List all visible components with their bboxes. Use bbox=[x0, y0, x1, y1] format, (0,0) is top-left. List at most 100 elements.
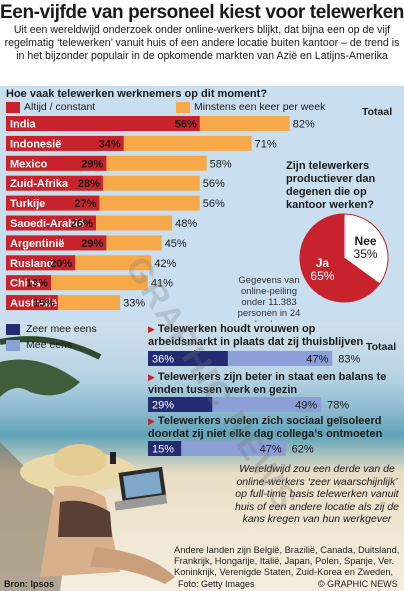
bar-always-value-5: 26% bbox=[71, 218, 93, 230]
bar-agree-1 bbox=[212, 397, 322, 412]
laptop-base bbox=[114, 494, 168, 511]
bar-always-5 bbox=[6, 215, 96, 231]
statement-2: ▶ Telewerkers zijn beter in staat een bal… bbox=[148, 371, 404, 397]
bar-strong-value-1: 29% bbox=[152, 400, 174, 412]
photo-credit: Foto: Getty Images bbox=[178, 579, 255, 589]
legend-weekly: Minstens een keer per week bbox=[176, 101, 325, 113]
bar-always-6 bbox=[6, 235, 107, 251]
bar-weekly-value-6: 45% bbox=[165, 238, 187, 250]
bar-strong-value-2: 15% bbox=[152, 444, 174, 456]
subtitle: Uit een wereldwijd onderzoek onder onlin… bbox=[4, 24, 400, 62]
bar-always-7 bbox=[6, 255, 76, 271]
bar-agree-2 bbox=[181, 441, 286, 456]
bar-always-2 bbox=[6, 155, 107, 171]
bar-weekly-value-8: 41% bbox=[151, 278, 173, 290]
pie-slice-nee bbox=[343, 213, 389, 285]
bar-always-value-3: 28% bbox=[78, 178, 100, 190]
bar-category-label-1: Indonesië bbox=[10, 138, 61, 150]
bar-always-value-1: 34% bbox=[99, 138, 121, 150]
bar-category-label-8: China bbox=[10, 278, 41, 290]
bar-weekly-value-2: 58% bbox=[210, 158, 232, 170]
legend-strong-label: Zeer mee eens bbox=[26, 323, 97, 335]
hat-crown bbox=[54, 444, 106, 476]
bar-always-0 bbox=[6, 116, 200, 131]
pie-value-nee: 35% bbox=[354, 247, 378, 261]
bar-weekly-value-7: 42% bbox=[154, 258, 176, 270]
bar-strong-value-0: 36% bbox=[152, 354, 174, 366]
question-heading: Hoe vaak telewerken werknemers op dit mo… bbox=[6, 88, 268, 100]
legend-swatch-orange bbox=[176, 101, 190, 113]
bar-weekly-value-4: 56% bbox=[203, 198, 225, 210]
phone bbox=[110, 452, 116, 464]
statement-2-text: Telewerkers zijn beter in staat een bala… bbox=[148, 371, 387, 396]
bar-weekly-value-9: 33% bbox=[123, 298, 145, 310]
pie-label-nee: Nee bbox=[355, 234, 377, 248]
bar-always-value-9: 15% bbox=[33, 298, 55, 310]
bar-category-label-0: India bbox=[10, 119, 37, 131]
statement-3: ▶ Telewerkers voelen zich sociaal geïsole… bbox=[148, 415, 404, 441]
bar-strong-2 bbox=[148, 441, 182, 456]
totaal-heading-2: Totaal bbox=[366, 341, 397, 353]
triangle-icon: ▶ bbox=[148, 324, 155, 334]
legend-swatch-red bbox=[6, 101, 20, 113]
legend-swatch-darkblue bbox=[6, 323, 20, 335]
legend-always-label: Altijd / constant bbox=[24, 101, 96, 113]
legend-strong: Zeer mee eens bbox=[6, 323, 97, 335]
page-title: Een-vijfde van personeel kiest voor tele… bbox=[0, 2, 404, 23]
statement-3-text: Telewerkers voelen zich sociaal geïsolee… bbox=[148, 415, 383, 440]
bar-weekly-value-0: 82% bbox=[293, 119, 315, 131]
bar-always-value-7: 20% bbox=[50, 258, 72, 270]
bar-always-8 bbox=[6, 275, 51, 291]
copyright: © GRAPHIC NEWS bbox=[318, 579, 398, 589]
summary-paragraph: Wereldwijd zou een derde van de online-w… bbox=[234, 463, 400, 525]
bar-strong-1 bbox=[148, 397, 213, 412]
bar-total-value-1: 78% bbox=[327, 400, 349, 412]
bar-weekly-value-1: 71% bbox=[255, 138, 277, 150]
bar-agree-0 bbox=[227, 351, 333, 366]
bar-category-label-9: Australië bbox=[10, 298, 57, 310]
bar-agree-value-2: 47% bbox=[260, 444, 282, 456]
bar-category-label-6: Argentinië bbox=[10, 238, 64, 250]
pie-value-ja: 65% bbox=[310, 269, 334, 283]
bar-total-value-2: 62% bbox=[292, 444, 314, 456]
bar-always-value-0: 56% bbox=[175, 119, 197, 131]
bar-agree-value-1: 49% bbox=[295, 400, 317, 412]
bar-always-value-8: 13% bbox=[26, 278, 48, 290]
legs bbox=[90, 547, 175, 584]
legend-always: Altijd / constant bbox=[6, 101, 95, 113]
legend-weekly-label: Minstens een keer per week bbox=[194, 101, 326, 113]
swimsuit bbox=[58, 500, 112, 537]
bar-always-value-6: 29% bbox=[81, 238, 103, 250]
pie-label-ja: Ja bbox=[316, 256, 330, 270]
source-credit: Bron: Ipsos bbox=[4, 579, 55, 589]
bar-category-label-7: Rusland bbox=[10, 258, 53, 270]
bar-always-1 bbox=[6, 135, 124, 151]
bar-category-label-2: Mexico bbox=[10, 158, 48, 170]
triangle-icon: ▶ bbox=[148, 416, 155, 426]
bar-category-label-4: Turkije bbox=[10, 198, 45, 210]
bar-always-3 bbox=[6, 175, 103, 191]
legend-agree: Mee eens bbox=[6, 339, 72, 351]
bar-always-value-4: 27% bbox=[74, 198, 96, 210]
photo-illustration bbox=[0, 336, 175, 591]
beach-photo bbox=[0, 322, 404, 591]
bar-total-value-0: 83% bbox=[338, 354, 360, 366]
bar-category-label-5: Saoedi-Arabië bbox=[10, 218, 84, 230]
pie-slice-ja bbox=[299, 213, 381, 303]
bar-agree-value-0: 47% bbox=[306, 354, 328, 366]
totaal-heading: Totaal bbox=[362, 106, 393, 118]
bar-always-4 bbox=[6, 195, 100, 211]
triangle-icon: ▶ bbox=[148, 372, 155, 382]
palm-leaf bbox=[0, 359, 80, 397]
bar-category-label-3: Zuid-Afrika bbox=[10, 178, 69, 190]
countries-note: Andere landen zijn België, Brazilië, Can… bbox=[174, 545, 400, 577]
bar-strong-0 bbox=[148, 351, 228, 366]
legend-agree-label: Mee eens bbox=[26, 339, 73, 351]
bar-always-9 bbox=[6, 295, 58, 311]
bar-always-value-2: 29% bbox=[81, 158, 103, 170]
bar-weekly-value-3: 56% bbox=[203, 178, 225, 190]
legend-swatch-lightblue bbox=[6, 339, 20, 351]
